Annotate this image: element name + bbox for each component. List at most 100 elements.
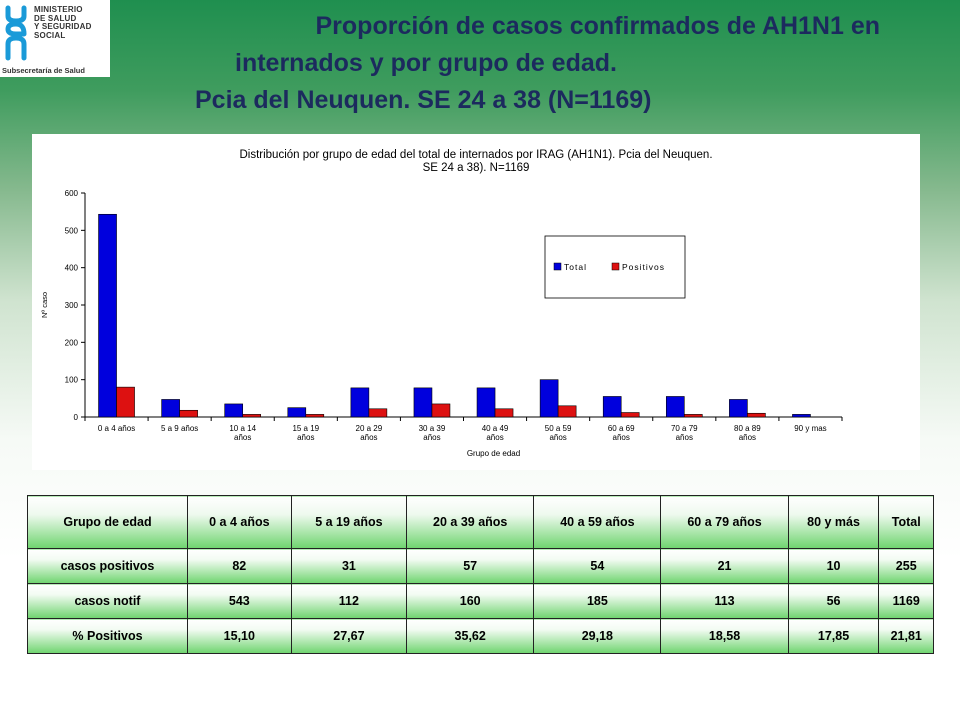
bar-positivos — [683, 414, 703, 418]
x-tick-label: años — [739, 433, 756, 442]
y-tick-label: 300 — [65, 301, 79, 310]
bar-total — [224, 403, 244, 418]
ministry-line: SOCIAL — [34, 30, 66, 40]
table-header-cell: Total — [878, 495, 934, 549]
table-cell: 54 — [533, 548, 662, 584]
table-cell: 1169 — [878, 583, 934, 619]
ministry-line: Y SEGURIDAD — [34, 22, 92, 31]
x-tick-label: años — [234, 433, 251, 442]
table-cell: 21,81 — [878, 618, 934, 654]
y-tick-label: 0 — [74, 413, 79, 422]
table-cell: % Positivos — [27, 618, 188, 654]
chart-panel: Distribución por grupo de edad del total… — [32, 134, 920, 470]
x-axis-label: Grupo de edad — [467, 449, 520, 458]
ministry-line: DE SALUD — [34, 13, 77, 23]
page-title: Proporción de casos confirmados de AH1N1… — [120, 8, 940, 119]
bar-positivos — [494, 408, 514, 418]
y-tick-label: 600 — [65, 189, 79, 198]
bar-total — [792, 414, 811, 418]
bar-positivos — [620, 412, 640, 418]
table-cell: 17,85 — [787, 618, 880, 654]
table-cell: 82 — [186, 548, 292, 584]
bar-total — [413, 387, 433, 418]
chart-title: SE 24 a 38). N=1169 — [423, 162, 530, 174]
legend-label: Positivos — [622, 262, 665, 272]
bar-chart: Distribución por grupo de edad del total… — [40, 149, 843, 458]
x-tick-label: 30 a 39 — [419, 424, 446, 433]
table-header-cell: 0 a 4 años — [186, 495, 292, 549]
x-tick-label: 60 a 69 — [608, 424, 635, 433]
bar-total — [287, 407, 307, 418]
y-tick-label: 200 — [65, 338, 79, 347]
bar-positivos — [431, 403, 451, 418]
x-tick-label: 50 a 59 — [545, 424, 572, 433]
bar-total — [539, 379, 559, 418]
x-tick-label: años — [613, 433, 630, 442]
bar-total — [98, 213, 117, 418]
table-header-cell: 5 a 19 años — [290, 495, 408, 549]
x-tick-label: 0 a 4 años — [98, 424, 135, 433]
x-tick-label: 20 a 29 — [356, 424, 383, 433]
x-tick-label: años — [486, 433, 503, 442]
bar-positivos — [747, 412, 766, 418]
legend-swatch — [553, 262, 562, 271]
y-axis-label: Nº caso — [40, 292, 49, 318]
table-header-cell: 80 y más — [787, 495, 880, 549]
ministry-name: MINISTERIO DE SALUD Y SEGURIDAD SOCIAL — [34, 5, 92, 40]
table-cell: 29,18 — [533, 618, 662, 654]
table-cell: 27,67 — [290, 618, 408, 654]
x-tick-label: años — [297, 433, 314, 442]
table-cell: 56 — [787, 583, 880, 619]
bar-positivos — [242, 414, 262, 418]
table-cell: casos notif — [27, 583, 188, 619]
bar-positivos — [116, 386, 135, 418]
title-line-3: Pcia del Neuquen. SE 24 a 38 (N=1169) — [195, 86, 652, 114]
y-tick-label: 400 — [65, 264, 79, 273]
title-line-2: internados y por grupo de edad. — [235, 49, 617, 77]
x-tick-label: 90 y mas — [794, 424, 826, 433]
bar-total — [665, 396, 685, 418]
x-tick-label: 70 a 79 — [671, 424, 698, 433]
table-row: casos positivos 82 31 57 54 21 10 255 — [27, 548, 934, 584]
table-cell: 112 — [290, 583, 408, 619]
bar-total — [729, 399, 748, 418]
table-header-cell: Grupo de edad — [27, 495, 188, 549]
x-tick-label: años — [549, 433, 566, 442]
table-cell: 185 — [533, 583, 662, 619]
table-cell: casos positivos — [27, 548, 188, 584]
table-cell: 113 — [660, 583, 789, 619]
bar-positivos — [368, 408, 388, 418]
bar-positivos — [179, 409, 198, 418]
table-cell: 57 — [406, 548, 535, 584]
x-tick-label: 15 a 19 — [292, 424, 319, 433]
table-row: casos notif 543 112 160 185 113 56 1169 — [27, 583, 934, 619]
x-tick-label: 10 a 14 — [229, 424, 256, 433]
table-cell: 21 — [660, 548, 789, 584]
bar-total — [350, 387, 370, 418]
table-header-cell: 40 a 59 años — [533, 495, 662, 549]
table-cell: 160 — [406, 583, 535, 619]
x-tick-label: 80 a 89 — [734, 424, 761, 433]
table-cell: 255 — [878, 548, 934, 584]
table-cell: 15,10 — [186, 618, 292, 654]
bar-total — [476, 387, 496, 418]
x-tick-label: 40 a 49 — [482, 424, 509, 433]
bar-total — [602, 396, 622, 418]
legend-label: Total — [564, 262, 587, 272]
subsecretaria-label: Subsecretaría de Salud — [2, 66, 85, 75]
x-tick-label: 5 a 9 años — [161, 424, 198, 433]
table-row: % Positivos 15,10 27,67 35,62 29,18 18,5… — [27, 618, 934, 654]
neu-logo-icon — [5, 5, 27, 61]
table-cell: 10 — [787, 548, 880, 584]
x-tick-label: años — [360, 433, 377, 442]
table-header-cell: 60 a 79 años — [660, 495, 789, 549]
table-cell: 31 — [290, 548, 408, 584]
y-tick-label: 500 — [65, 226, 79, 235]
legend-swatch — [611, 262, 620, 271]
table-cell: 18,58 — [660, 618, 789, 654]
table-header-cell: 20 a 39 años — [406, 495, 535, 549]
bar-total — [161, 399, 180, 418]
data-table: Grupo de edad 0 a 4 años 5 a 19 años 20 … — [27, 495, 934, 654]
chart-title: Distribución por grupo de edad del total… — [239, 149, 712, 161]
ministry-line: MINISTERIO — [34, 5, 83, 14]
